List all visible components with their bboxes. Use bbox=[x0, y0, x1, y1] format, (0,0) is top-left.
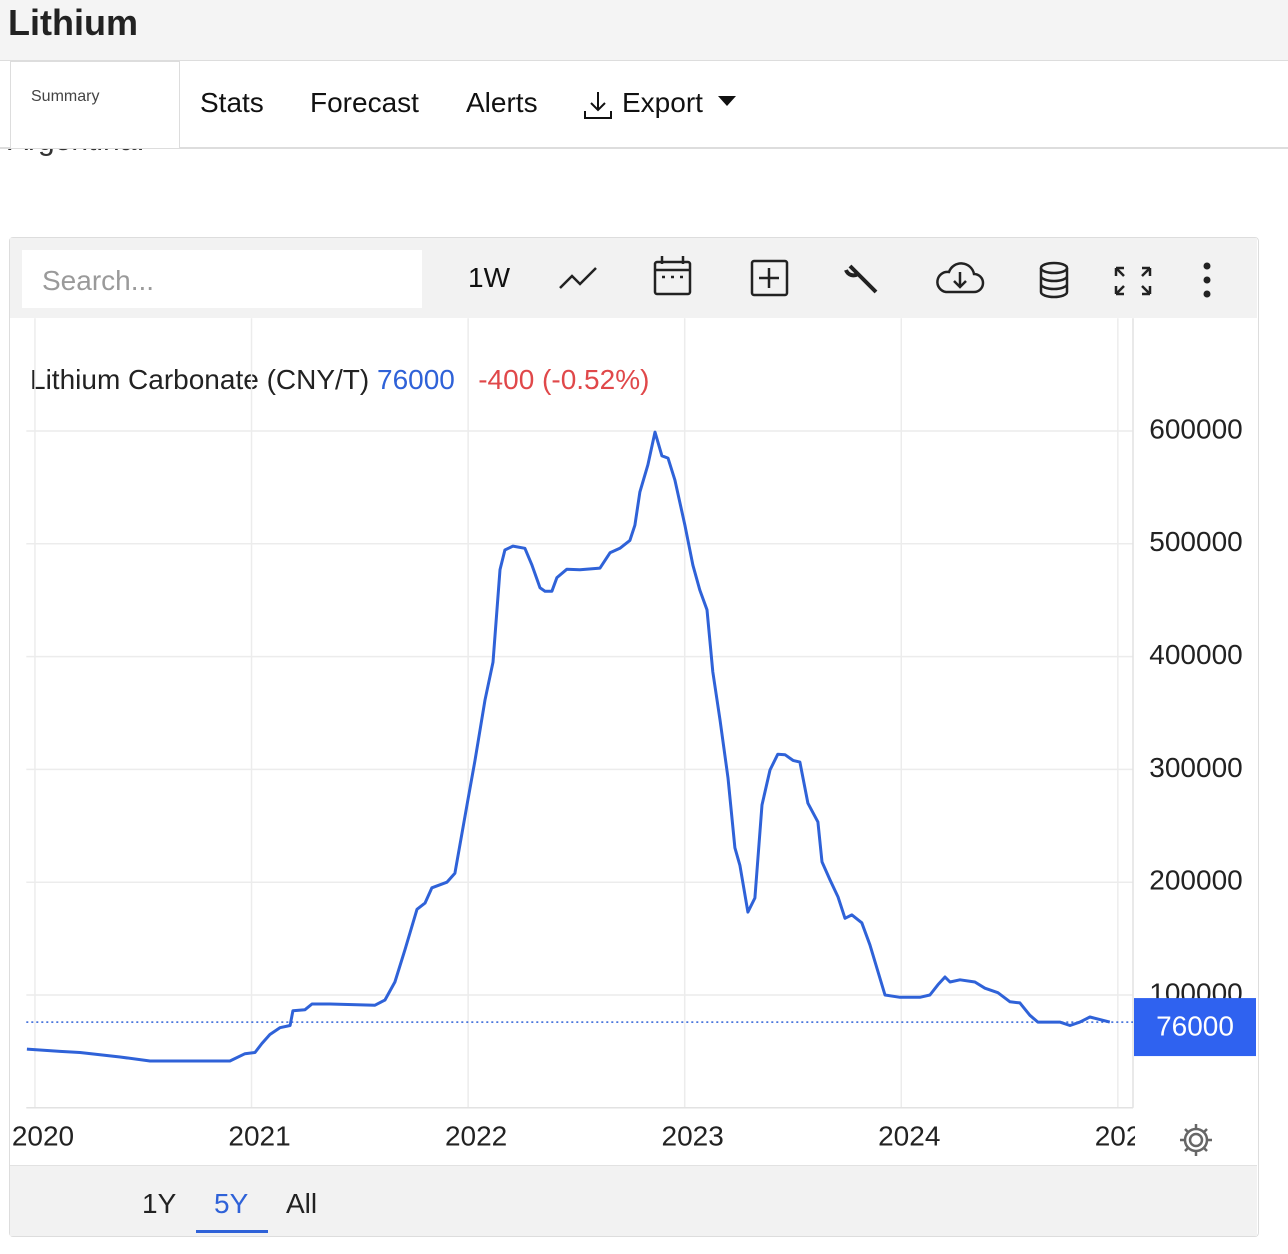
tab[interactable]: Export bbox=[622, 87, 703, 118]
tab-bar: Summary Stats Forecast Alerts Export bbox=[0, 61, 1288, 149]
chart-widget bbox=[9, 237, 1259, 1237]
caret-icon[interactable] bbox=[718, 95, 736, 107]
last-value: 76000 bbox=[377, 364, 455, 395]
range-button[interactable]: All bbox=[286, 1188, 318, 1219]
range-bar bbox=[10, 1165, 1257, 1236]
search-placeholder: Search... bbox=[42, 265, 155, 296]
search-box[interactable]: Search... bbox=[22, 250, 422, 308]
tab[interactable]: Stats bbox=[200, 87, 264, 118]
tab[interactable]: Alerts bbox=[466, 87, 538, 118]
tab[interactable]: Forecast bbox=[310, 87, 419, 118]
change: -400 (-0.52%) bbox=[478, 364, 650, 395]
tab-label: Summary bbox=[31, 88, 100, 105]
page-title: Lithium bbox=[8, 2, 138, 43]
active-underline bbox=[196, 1230, 268, 1233]
range-button[interactable]: 1Y bbox=[142, 1188, 177, 1219]
tab-active[interactable]: Summary bbox=[10, 61, 180, 148]
header: Lithium bbox=[0, 0, 1288, 61]
series-name: Lithium Carbonate (CNY/T) bbox=[30, 364, 370, 395]
range-button-active[interactable]: 5Y bbox=[214, 1188, 249, 1219]
legend: Lithium Carbonate (CNY/T) 76000 -400 (-0… bbox=[30, 364, 649, 396]
interval-button[interactable]: 1W bbox=[468, 262, 510, 293]
download-icon[interactable] bbox=[582, 89, 614, 121]
